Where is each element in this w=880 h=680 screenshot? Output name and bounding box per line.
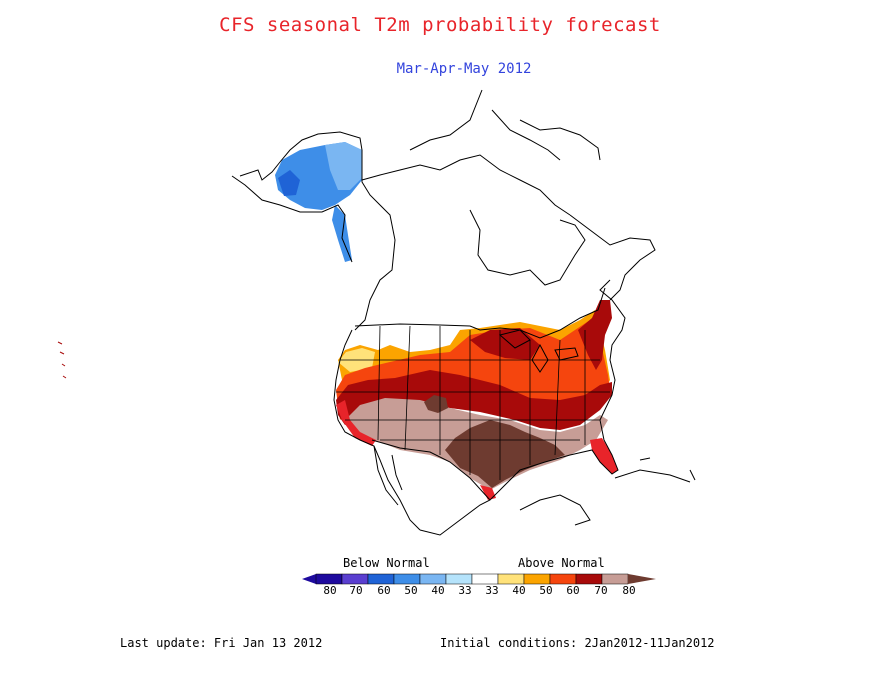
colorbar-max-arrow (628, 574, 656, 584)
colorbar-bin (497, 573, 525, 585)
coast-hudson-bay (469, 209, 586, 286)
coast-hawaii (57, 341, 67, 379)
legend-tick: 40 (431, 584, 445, 597)
colorbar-bin (315, 573, 343, 585)
coast-atlantic (599, 279, 626, 441)
coast-baja (373, 445, 403, 506)
last-update: Last update: Fri Jan 13 2012 (120, 636, 323, 650)
map-subtitle: Mar-Apr-May 2012 (396, 61, 532, 77)
coast-labrador (569, 214, 656, 301)
colorbar-bin (523, 573, 551, 585)
legend-tick: 40 (512, 584, 526, 597)
legend-tick: 33 (485, 584, 499, 597)
colorbar-bin (575, 573, 603, 585)
shade-above-max-colorado (424, 395, 448, 413)
border-us-mexico (371, 439, 491, 501)
shade-south-texas (480, 485, 496, 500)
coast-alaska (239, 131, 396, 331)
map-title: CFS seasonal T2m probability forecast (219, 14, 661, 36)
colorbar-bin (445, 573, 473, 585)
state-lines (336, 325, 610, 480)
border-us-canada (354, 287, 606, 339)
probability-shading (336, 300, 618, 500)
shade-california (336, 400, 376, 446)
legend-tick: 80 (323, 584, 337, 597)
legend-above-label: Above Normal (518, 556, 605, 570)
legend-tick: 50 (539, 584, 553, 597)
shade-below-panhandle (332, 205, 352, 262)
coast-gulf (419, 439, 619, 536)
colorbar-bin (341, 573, 369, 585)
initial-conditions: Initial conditions: 2Jan2012-11Jan2012 (440, 636, 715, 650)
coast-cuba (614, 457, 696, 483)
coastlines (57, 89, 696, 536)
shade-above-70 (336, 370, 612, 430)
colorbar-bin (419, 573, 447, 585)
coast-canada-north (361, 154, 571, 216)
legend-tick: 33 (458, 584, 472, 597)
shade-above-70-northeast (578, 300, 612, 370)
legend-tick: 70 (594, 584, 608, 597)
colorbar-min-arrow (302, 574, 316, 584)
coast-alaska-sw (231, 175, 353, 263)
coast-arctic-islands (409, 89, 601, 161)
colorbar-bin (549, 573, 577, 585)
legend-tick: 60 (566, 584, 580, 597)
shade-below-40 (325, 142, 362, 190)
legend-tick: 80 (622, 584, 636, 597)
coast-pacific (333, 329, 421, 531)
shade-above-60 (336, 320, 610, 425)
shade-florida (590, 438, 618, 474)
coast-central-america (519, 494, 591, 526)
shade-above-max (445, 420, 565, 488)
colorbar-bin (393, 573, 421, 585)
colorbar-bin (471, 573, 499, 585)
great-lakes (498, 329, 579, 373)
legend-tick: 60 (377, 584, 391, 597)
alaska-shading (275, 142, 362, 262)
legend-below-label: Below Normal (343, 556, 430, 570)
colorbar-bin (367, 573, 395, 585)
colorbar-bin (601, 573, 629, 585)
legend-tick: 70 (349, 584, 363, 597)
shade-below-60 (278, 170, 300, 196)
shade-above-70-greatlakes (470, 328, 540, 360)
legend-tick: 50 (404, 584, 418, 597)
